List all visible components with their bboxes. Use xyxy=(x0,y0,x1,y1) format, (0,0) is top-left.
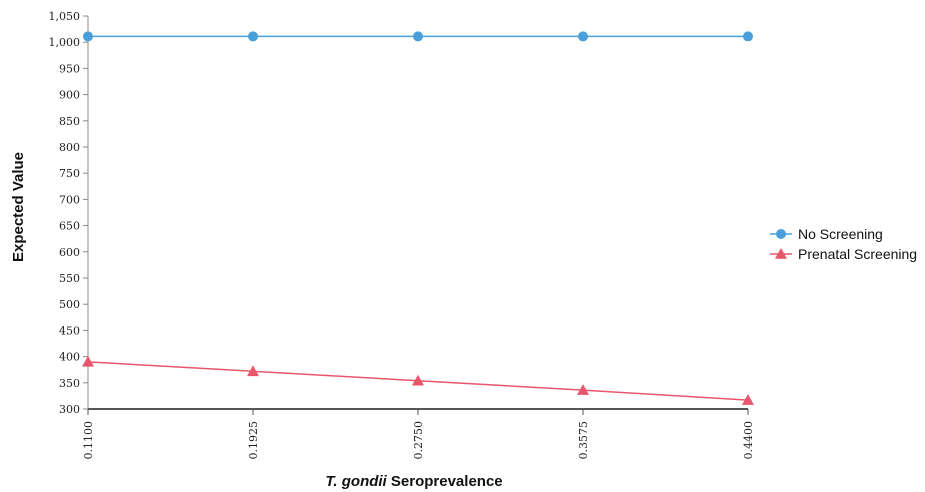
data-point-no-screening xyxy=(578,31,588,42)
y-tick-label: 450 xyxy=(59,324,80,337)
y-tick-label: 700 xyxy=(59,193,80,206)
x-axis-title-rest: Seroprevalence xyxy=(387,473,503,490)
x-axis-ticks: 0.1100 0.1925 0.2750 0.3575 0.4400 xyxy=(82,409,755,460)
y-tick-label: 550 xyxy=(59,272,80,285)
y-tick-label: 300 xyxy=(59,403,80,416)
y-tick-label: 1,000 xyxy=(49,36,81,49)
y-tick-label: 650 xyxy=(59,220,80,233)
data-point-prenatal-screening xyxy=(82,355,94,367)
legend: No Screening Prenatal Screening xyxy=(770,226,917,262)
legend-marker-no-screening xyxy=(776,229,786,239)
data-point-no-screening xyxy=(743,31,753,42)
y-tick-label: 600 xyxy=(59,246,80,259)
data-point-no-screening xyxy=(413,31,423,42)
legend-label-prenatal-screening: Prenatal Screening xyxy=(798,246,917,262)
data-point-prenatal-screening xyxy=(412,374,424,386)
y-tick-label: 750 xyxy=(59,167,80,180)
legend-label-no-screening: No Screening xyxy=(798,226,883,242)
y-tick-label: 1,050 xyxy=(49,10,81,23)
x-tick-label: 0.1100 xyxy=(82,421,95,460)
data-point-prenatal-screening xyxy=(577,384,589,395)
y-tick-label: 400 xyxy=(59,351,80,364)
y-tick-label: 950 xyxy=(59,62,80,75)
data-point-no-screening xyxy=(83,31,93,42)
y-tick-label: 900 xyxy=(59,89,80,102)
y-tick-label: 800 xyxy=(59,141,80,154)
y-axis-title: Expected Value xyxy=(10,152,27,262)
legend-marker-prenatal-screening xyxy=(775,248,787,259)
y-tick-label: 850 xyxy=(59,115,80,128)
data-point-prenatal-screening xyxy=(247,365,259,377)
y-axis-ticks: 300 350 400 450 500 550 600 650 700 750 800 850 900 9… xyxy=(49,10,88,416)
x-tick-label: 0.3575 xyxy=(577,421,590,460)
data-point-no-screening xyxy=(248,31,258,42)
series-layer xyxy=(82,31,754,405)
data-point-prenatal-screening xyxy=(742,394,754,405)
y-tick-label: 350 xyxy=(59,377,80,390)
x-axis-title-italic: T. gondii xyxy=(325,473,387,490)
x-tick-label: 0.2750 xyxy=(412,421,425,460)
y-tick-label: 500 xyxy=(59,298,80,311)
x-tick-label: 0.4400 xyxy=(742,421,755,460)
x-tick-label: 0.1925 xyxy=(247,421,260,460)
x-axis-title: T. gondii Seroprevalence xyxy=(325,473,502,490)
